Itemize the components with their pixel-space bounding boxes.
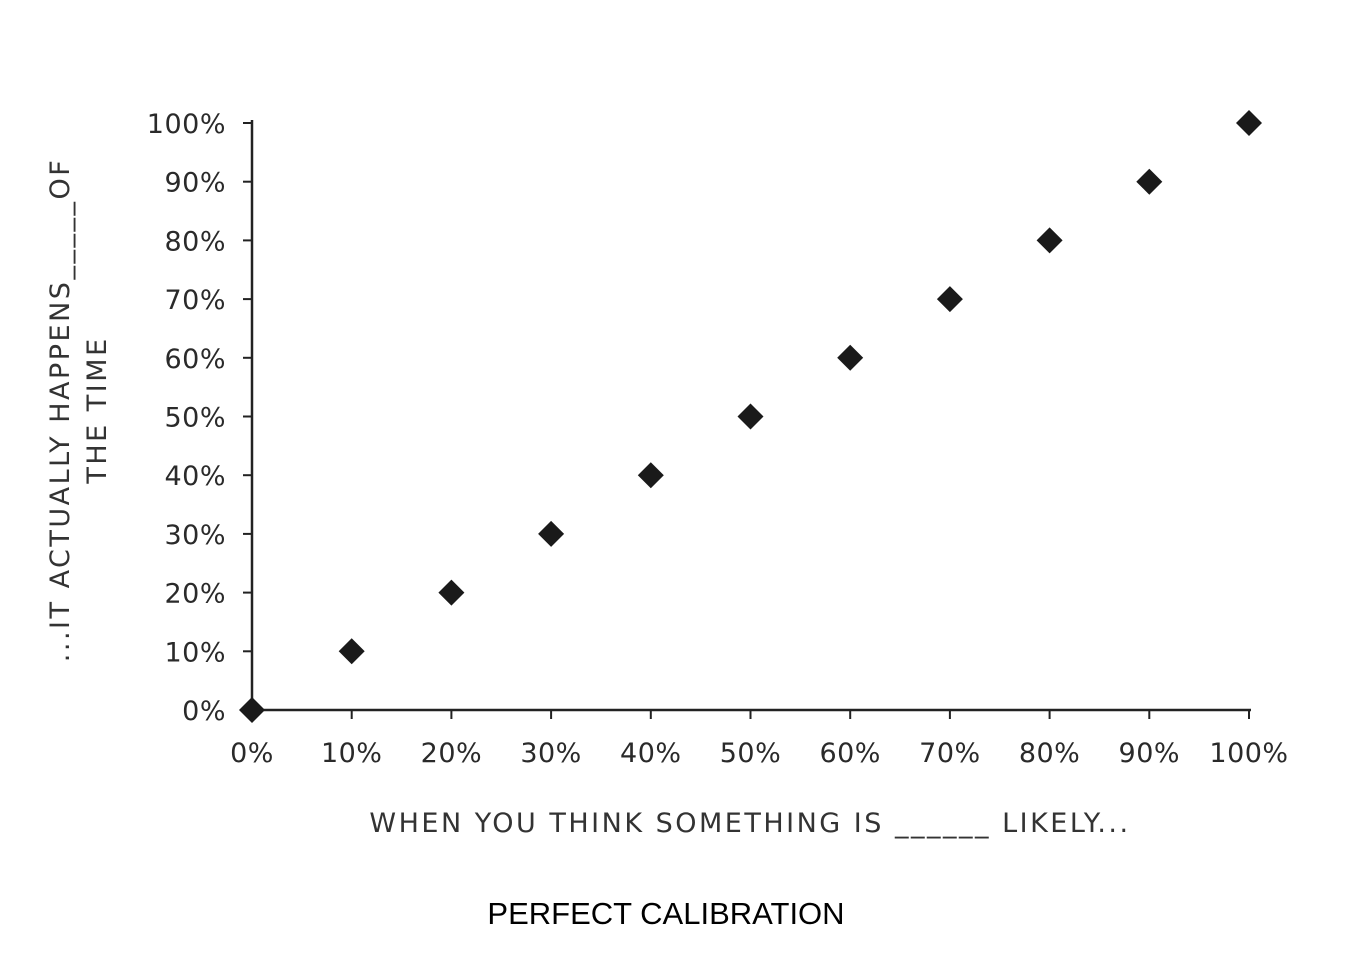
data-point-diamond xyxy=(737,403,764,430)
data-point-diamond xyxy=(338,638,365,665)
x-tick-label: 30% xyxy=(520,738,582,769)
data-point-diamond xyxy=(438,579,465,606)
y-tick-label: 10% xyxy=(164,637,226,668)
x-tick-label: 0% xyxy=(230,738,274,769)
y-axis-title-line-1: ...IT ACTUALLY HAPPENS_____OF xyxy=(45,158,76,662)
y-tick-label: 20% xyxy=(164,579,226,610)
data-point-diamond xyxy=(637,462,664,489)
y-tick-label: 0% xyxy=(182,696,226,727)
y-tick-label: 90% xyxy=(164,168,226,199)
data-point-diamond xyxy=(1236,110,1262,136)
x-tick-label: 10% xyxy=(321,738,383,769)
x-tick-label: 90% xyxy=(1119,738,1181,769)
y-tick-label: 40% xyxy=(164,461,226,492)
y-axis-ticks: 0% 10% 20% 30% 40% 50% 60% 70% 80% 90% 100% xyxy=(147,109,252,727)
y-axis-title: ...IT ACTUALLY HAPPENS_____OF THE TIME xyxy=(45,158,113,662)
y-tick-label: 100% xyxy=(147,109,226,140)
x-tick-label: 100% xyxy=(1209,738,1288,769)
data-points xyxy=(239,110,1262,723)
data-point-diamond xyxy=(837,344,864,371)
x-tick-label: 40% xyxy=(620,738,682,769)
x-tick-label: 50% xyxy=(720,738,782,769)
y-tick-label: 80% xyxy=(164,226,226,257)
x-tick-label: 80% xyxy=(1019,738,1081,769)
y-tick-label: 70% xyxy=(164,285,226,316)
data-point-diamond xyxy=(936,286,963,313)
y-tick-label: 60% xyxy=(164,344,226,375)
x-axis-title: WHEN YOU THINK SOMETHING IS ______ LIKEL… xyxy=(369,808,1130,839)
x-tick-label: 60% xyxy=(819,738,881,769)
x-axis-ticks: 0% 10% 20% 30% 40% 50% 60% 70% 80% 90% 100% xyxy=(230,710,1288,769)
x-tick-label: 20% xyxy=(421,738,483,769)
figure-caption: PERFECT CALIBRATION xyxy=(487,896,845,931)
y-tick-label: 50% xyxy=(164,403,226,434)
data-point-diamond xyxy=(538,520,565,547)
data-point-diamond xyxy=(239,697,265,723)
y-tick-label: 30% xyxy=(164,520,226,551)
y-axis-title-line-2: THE TIME xyxy=(82,336,113,484)
data-point-diamond xyxy=(1036,227,1063,254)
data-point-diamond xyxy=(1136,168,1163,195)
x-tick-label: 70% xyxy=(919,738,981,769)
